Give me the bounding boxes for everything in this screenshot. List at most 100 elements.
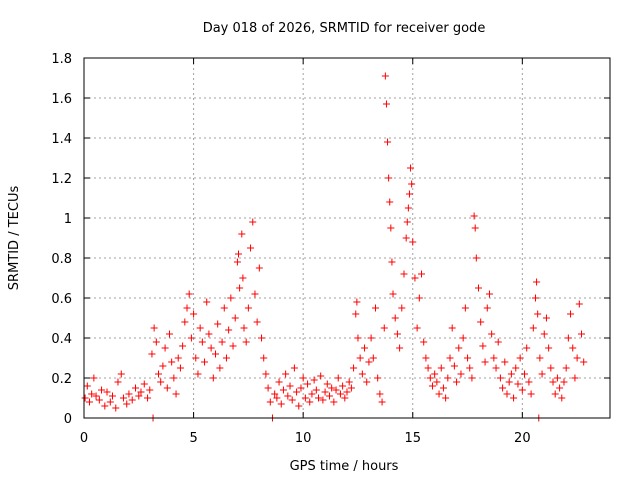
- data-point: [260, 354, 268, 362]
- data-point: [510, 394, 518, 402]
- data-point: [542, 314, 550, 322]
- data-point: [185, 290, 193, 298]
- data-point: [356, 354, 364, 362]
- data-point: [499, 384, 507, 392]
- data-point: [297, 384, 305, 392]
- data-point: [415, 294, 423, 302]
- data-point: [353, 298, 361, 306]
- axis-ticks: 0 0.2 0.4 0.6 0.8 1 1.2 1.4 1.6 1.8 0 5 10 15 20: [51, 52, 610, 446]
- data-point: [244, 304, 252, 312]
- data-point: [464, 354, 472, 362]
- data-point: [85, 398, 93, 406]
- data-point: [488, 330, 496, 338]
- data-point: [494, 338, 502, 346]
- data-point: [290, 364, 298, 372]
- data-point: [533, 278, 541, 286]
- data-point: [150, 324, 158, 332]
- data-point: [284, 392, 292, 400]
- data-point: [249, 218, 257, 226]
- data-point: [119, 394, 127, 402]
- data-point: [251, 290, 259, 298]
- data-point: [239, 274, 247, 282]
- data-point: [212, 350, 219, 358]
- data-point: [90, 374, 98, 382]
- y-tick-label: 0.4: [51, 332, 72, 347]
- data-point: [400, 270, 408, 278]
- data-point: [179, 342, 187, 350]
- y-tick-label: 1: [64, 212, 72, 227]
- data-point: [483, 304, 491, 312]
- data-point: [336, 390, 344, 398]
- data-point: [163, 384, 171, 392]
- data-point: [575, 300, 583, 308]
- data-point: [468, 374, 476, 382]
- y-tick-label: 1.4: [51, 132, 72, 147]
- data-point: [363, 378, 371, 386]
- data-point: [420, 338, 428, 346]
- data-point: [534, 310, 542, 318]
- data-point: [518, 386, 526, 394]
- data-points: [81, 72, 588, 422]
- data-point: [304, 380, 312, 388]
- data-point: [144, 394, 152, 402]
- data-point: [386, 198, 394, 206]
- data-point: [255, 264, 263, 272]
- data-point: [466, 364, 474, 372]
- data-point: [140, 380, 148, 388]
- data-point: [365, 358, 373, 366]
- data-point: [205, 330, 213, 338]
- data-point: [418, 270, 426, 278]
- data-point: [461, 304, 469, 312]
- data-point: [580, 358, 588, 366]
- data-point: [439, 384, 447, 392]
- data-point: [545, 344, 553, 352]
- data-point: [387, 224, 395, 232]
- data-point: [455, 344, 463, 352]
- data-point: [207, 344, 215, 352]
- y-axis-label: SRMTID / TECUs: [7, 186, 22, 291]
- data-point: [282, 370, 290, 378]
- data-point: [266, 398, 274, 406]
- data-point: [92, 392, 100, 400]
- data-point: [505, 378, 513, 386]
- data-point: [334, 374, 342, 382]
- data-point: [396, 344, 404, 352]
- data-point: [536, 354, 544, 362]
- data-point: [308, 390, 316, 398]
- data-point: [209, 374, 217, 382]
- data-point: [125, 390, 133, 398]
- data-point: [378, 398, 386, 406]
- data-point: [422, 354, 430, 362]
- data-point: [176, 364, 184, 372]
- data-point: [450, 362, 458, 370]
- data-point: [514, 380, 522, 388]
- data-point: [273, 394, 281, 402]
- data-point: [426, 374, 434, 382]
- data-point: [404, 204, 412, 212]
- data-point: [352, 310, 360, 318]
- y-tick-label: 1.8: [51, 52, 72, 67]
- data-point: [238, 230, 246, 238]
- data-point: [525, 378, 533, 386]
- data-point: [231, 314, 239, 322]
- data-point: [381, 72, 389, 80]
- data-point: [501, 358, 509, 366]
- data-point: [475, 284, 482, 292]
- x-tick-label: 20: [514, 431, 531, 446]
- data-point: [148, 350, 156, 358]
- data-point: [108, 392, 116, 400]
- data-point: [376, 390, 384, 398]
- data-point: [181, 318, 189, 326]
- data-point: [391, 314, 399, 322]
- data-point: [317, 372, 325, 380]
- data-point: [389, 290, 397, 298]
- data-point: [382, 100, 390, 108]
- data-point: [112, 404, 120, 412]
- data-point: [196, 324, 204, 332]
- data-point: [384, 138, 392, 146]
- data-point: [374, 374, 382, 382]
- data-point: [367, 334, 375, 342]
- data-point: [549, 378, 557, 386]
- data-point: [564, 334, 572, 342]
